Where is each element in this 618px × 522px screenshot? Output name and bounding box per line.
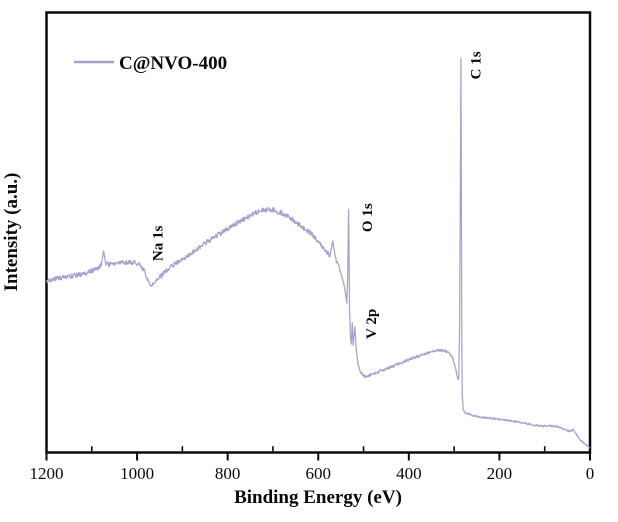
x-axis-ticks: [45, 446, 591, 461]
x-tick-label: 600: [306, 464, 332, 483]
x-axis-title: Binding Energy (eV): [234, 487, 402, 508]
x-tick-label: 1200: [30, 464, 64, 483]
x-tick-label: 800: [215, 464, 241, 483]
spectrum-curve: [45, 57, 591, 449]
y-axis-title: Intensity (a.u.): [1, 173, 22, 292]
peak-label-o-1s: O 1s: [360, 203, 376, 232]
peak-label-na-1s: Na 1s: [150, 226, 166, 262]
peak-annotations: Na 1s O 1s V 2p C 1s: [150, 51, 484, 339]
x-tick-label: 1000: [120, 464, 154, 483]
series-C@NVO-400: [45, 57, 591, 449]
x-axis-tick-labels: 1200 1000 800 600 400 200 0: [30, 464, 595, 483]
peak-label-v-2p: V 2p: [364, 309, 380, 339]
x-tick-label: 400: [396, 464, 422, 483]
legend-label: C@NVO-400: [119, 53, 227, 74]
x-tick-label: 0: [586, 464, 595, 483]
x-tick-label: 200: [487, 464, 513, 483]
plot-frame: [45, 11, 592, 454]
legend: C@NVO-400: [74, 53, 227, 74]
peak-label-c-1s: C 1s: [468, 51, 484, 79]
